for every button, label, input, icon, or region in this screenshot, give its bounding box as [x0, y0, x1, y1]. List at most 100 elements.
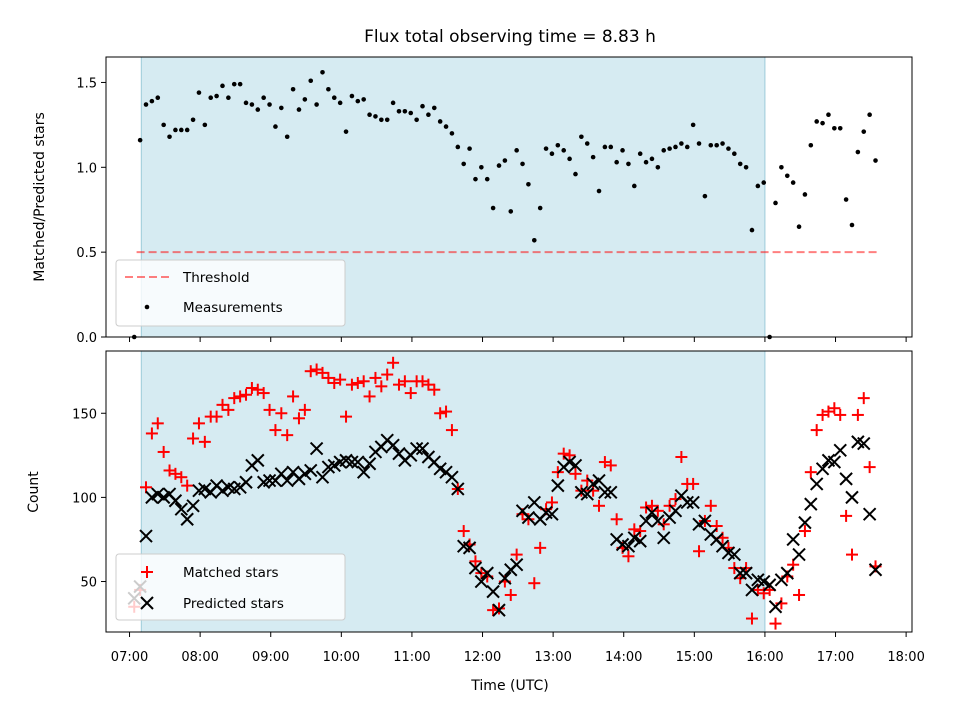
- top-ylabel: Matched/Predicted stars: [32, 112, 48, 282]
- measurement-point: [661, 148, 667, 153]
- matched-star-point: [275, 407, 288, 420]
- ytick-label: 1.5: [76, 76, 97, 91]
- measurement-point: [855, 149, 861, 155]
- measurement-point: [690, 122, 696, 128]
- x-b: [356, 465, 371, 479]
- x-b: [162, 487, 177, 501]
- x-b: [486, 584, 500, 599]
- matched-star-point: [834, 408, 847, 421]
- matched-star-point: [381, 368, 394, 381]
- matched-star-point: [704, 499, 717, 512]
- predicted-star-point: [827, 455, 842, 469]
- matched-star-point: [810, 424, 823, 437]
- measurement-point: [137, 137, 143, 143]
- matched-star-point: [304, 365, 317, 378]
- predicted-star-point: [657, 531, 671, 545]
- measurement-point: [737, 161, 743, 167]
- measurement-point: [343, 129, 349, 134]
- x-b: [492, 603, 506, 617]
- measurement-point: [308, 78, 314, 84]
- matched-star-point: [610, 513, 623, 526]
- matched-star-point: [492, 602, 505, 615]
- predicted-star-point: [580, 487, 594, 501]
- measurement-point: [726, 146, 731, 151]
- predicted-star-point: [568, 458, 583, 473]
- matched-star-point: [322, 371, 335, 384]
- measurement-point: [331, 95, 337, 101]
- matched-star-point: [487, 604, 500, 617]
- measurement-point: [626, 161, 631, 167]
- matched-star-point: [369, 371, 382, 384]
- x-b: [286, 465, 300, 479]
- predicted-star-point: [862, 507, 877, 521]
- predicted-star-point: [551, 478, 565, 493]
- measurement-point: [596, 188, 602, 194]
- x-b: [351, 455, 365, 469]
- matched-star-point: [504, 588, 517, 601]
- measurement-point: [579, 134, 584, 140]
- measurement-point: [549, 151, 555, 157]
- predicted-star-point: [480, 566, 494, 580]
- measurement-point: [261, 95, 266, 101]
- x-b: [721, 546, 736, 560]
- matched-star-point: [775, 597, 788, 610]
- x-b: [657, 531, 671, 545]
- xtick-label: 08:00: [181, 650, 218, 665]
- matched-star-point: [863, 461, 876, 474]
- measurement-point: [237, 81, 243, 87]
- measurement-point: [426, 112, 431, 117]
- measurement-point: [361, 97, 366, 102]
- matched-star-point: [387, 356, 400, 369]
- x-b: [639, 514, 653, 528]
- matched-star-point: [351, 376, 364, 389]
- measurement-point: [590, 154, 596, 160]
- matched-star-point: [675, 451, 688, 464]
- x-b: [604, 485, 618, 500]
- x-b: [386, 438, 400, 452]
- predicted-star-point: [798, 515, 812, 530]
- predicted-star-point: [768, 600, 783, 614]
- measurement-point: [273, 124, 278, 129]
- predicted-star-point: [809, 477, 824, 491]
- matched-star-point: [528, 577, 541, 590]
- matched-star-point: [693, 545, 706, 558]
- x-b: [280, 473, 294, 488]
- measurement-point: [326, 86, 331, 92]
- bottom-marks: [127, 351, 883, 632]
- xtick-label: 09:00: [252, 650, 289, 665]
- x-b: [868, 563, 883, 577]
- top-legend-box: [115, 259, 346, 327]
- predicted-star-point: [786, 532, 800, 547]
- measurement-point: [720, 141, 725, 146]
- matched-star-point: [569, 467, 582, 480]
- predicted-star-point: [474, 574, 489, 589]
- predicted-star-point: [486, 584, 500, 599]
- x-b: [627, 531, 642, 545]
- predicted-star-point: [180, 512, 194, 526]
- measurement-point: [696, 141, 702, 146]
- x-b: [680, 495, 694, 510]
- x-b: [674, 488, 689, 503]
- x-b: [839, 472, 853, 486]
- bottom-ylabel: Count: [26, 471, 42, 513]
- matched-star-point: [769, 617, 782, 630]
- measurement-point: [667, 146, 672, 151]
- matched-star-point: [581, 474, 594, 487]
- xtick-label: 17:00: [817, 650, 854, 665]
- measurement-point: [320, 69, 325, 75]
- measurement-point: [637, 151, 643, 157]
- measurement-point: [702, 193, 708, 199]
- predicted-star-point: [686, 495, 700, 510]
- predicted-star-point: [668, 504, 683, 518]
- measurement-point: [355, 98, 361, 104]
- measurement-point: [473, 176, 478, 182]
- matched-star-point: [145, 427, 158, 440]
- matched-star-point: [575, 484, 588, 497]
- predicted-star-point: [698, 514, 712, 528]
- predicted-star-point: [545, 507, 559, 521]
- matched-star-point: [522, 513, 535, 526]
- measurement-point: [384, 117, 390, 123]
- measurement-point: [867, 112, 872, 117]
- predicted-star-point: [733, 566, 747, 580]
- matched-star-point: [216, 398, 229, 411]
